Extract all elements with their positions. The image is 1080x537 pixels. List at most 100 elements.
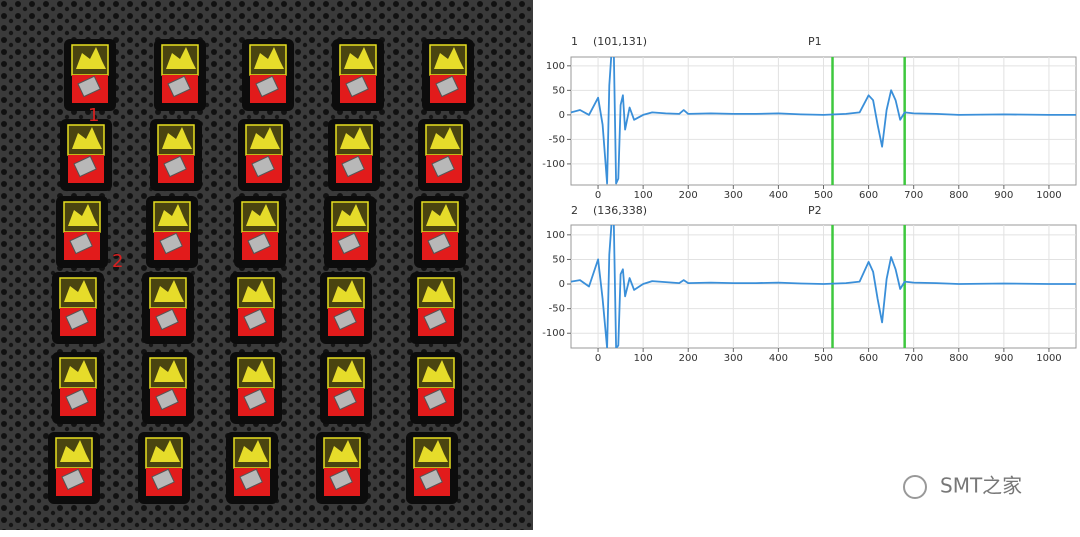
image-label: 2 [112,251,123,272]
y-tick-label: 50 [552,254,565,265]
y-tick-label: 100 [546,230,565,241]
x-tick-label: 500 [814,353,833,364]
x-tick-label: 200 [679,353,698,364]
x-tick-label: 800 [949,190,968,201]
pad-top [59,357,97,389]
pad-yellow [430,127,460,149]
pad-chip [65,388,89,411]
x-tick-label: 900 [994,353,1013,364]
x-tick-label: 700 [904,353,923,364]
pad-chip [333,308,357,331]
pad-chip [337,232,361,255]
x-tick-label: 600 [859,353,878,364]
x-tick-label: 200 [679,190,698,201]
pad-chip [151,468,175,491]
pad-chip [69,232,93,255]
y-tick-label: -50 [549,304,565,315]
pad-chip [65,308,89,331]
x-tick-label: 400 [769,190,788,201]
pad-chip [435,75,459,98]
pad-top [327,357,365,389]
pad-chip [77,75,101,98]
pad-yellow [254,47,284,69]
x-tick-label: 0 [595,190,601,201]
pad-yellow [434,47,464,69]
pad-yellow [154,360,184,382]
pad-chip [163,155,187,178]
x-tick-label: 300 [724,353,743,364]
pad-chip [61,468,85,491]
pad-yellow [242,360,272,382]
pad-yellow [166,47,196,69]
pad-yellow [150,440,180,462]
pad-yellow [64,360,94,382]
chart-title: 1 [571,35,578,48]
y-tick-label: 50 [552,85,565,96]
y-tick-label: -100 [542,328,565,339]
pad-yellow [426,204,456,226]
pad-chip [333,388,357,411]
pad-yellow [162,127,192,149]
x-tick-label: 700 [904,190,923,201]
chart-subtitle: (101,131) [593,35,647,48]
pad-chip [247,232,271,255]
pad-yellow [242,280,272,302]
pad-chip [423,388,447,411]
pad-array [48,39,474,504]
pad-yellow [336,204,366,226]
pad-yellow [238,440,268,462]
pad-yellow [340,127,370,149]
pad-chip [243,388,267,411]
x-tick-label: 1000 [1036,190,1061,201]
x-tick-label: 600 [859,190,878,201]
y-tick-label: -50 [549,134,565,145]
chart-annotation: P2 [808,204,822,217]
x-tick-label: 0 [595,353,601,364]
x-tick-label: 400 [769,353,788,364]
chart-subtitle: (136,338) [593,204,647,217]
pad-chip [341,155,365,178]
pad-chip [427,232,451,255]
x-tick-label: 1000 [1036,353,1061,364]
pad-yellow [76,47,106,69]
pad-yellow [60,440,90,462]
pad-chip [73,155,97,178]
waveform [571,225,1076,348]
pad-yellow [72,127,102,149]
x-tick-label: 300 [724,190,743,201]
x-tick-label: 900 [994,190,1013,201]
x-tick-label: 800 [949,353,968,364]
x-tick-label: 100 [634,190,653,201]
watermark: SMT之家 [940,474,1022,498]
pad-chip [419,468,443,491]
waveform [571,57,1076,185]
y-tick-label: 100 [546,61,565,72]
pad-yellow [154,280,184,302]
pad-yellow [246,204,276,226]
pad-chip [159,232,183,255]
pad-yellow [332,360,362,382]
pad-yellow [328,440,358,462]
pad-chip [167,75,191,98]
pad-chip [251,155,275,178]
pad-yellow [250,127,280,149]
pad-chip [239,468,263,491]
image-label: 1 [88,105,99,126]
chart-title: 2 [571,204,578,217]
pad-yellow [344,47,374,69]
pad-yellow [332,280,362,302]
watermark-icon [903,475,927,499]
y-tick-label: -100 [542,159,565,170]
y-tick-label: 0 [559,110,565,121]
pad-yellow [422,280,452,302]
pad-yellow [418,440,448,462]
pad-chip [155,308,179,331]
x-tick-label: 500 [814,190,833,201]
pad-yellow [64,280,94,302]
pad-chip [345,75,369,98]
x-tick-label: 100 [634,353,653,364]
pad-chip [431,155,455,178]
pad-chip [243,308,267,331]
